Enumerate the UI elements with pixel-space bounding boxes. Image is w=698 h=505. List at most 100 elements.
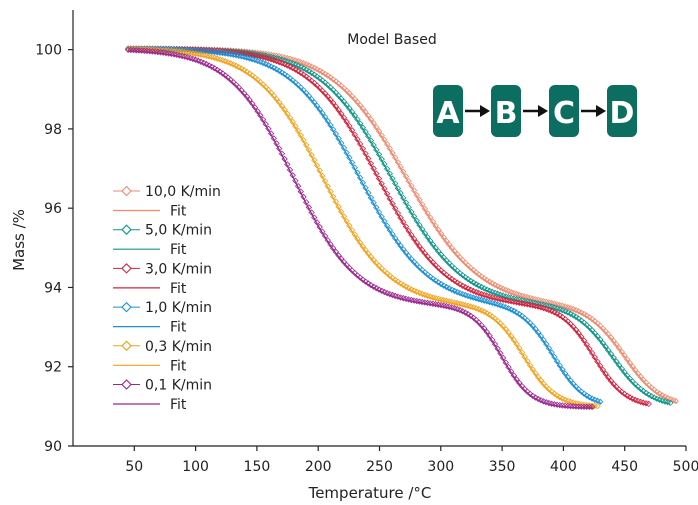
data-point	[462, 309, 469, 316]
data-point	[529, 322, 536, 330]
data-point	[621, 369, 628, 376]
data-point	[402, 199, 410, 206]
data-point	[529, 366, 536, 373]
data-point	[443, 271, 450, 279]
data-point	[367, 116, 375, 123]
scheme-label-b: B	[495, 96, 518, 131]
legend-label-10-0-k-min: 10,0 K/min	[145, 184, 221, 200]
data-point	[516, 345, 523, 352]
legend-label-5-0-k-min: 5,0 K/min	[145, 223, 212, 239]
data-point	[281, 106, 288, 113]
data-point	[392, 205, 399, 212]
data-point	[289, 118, 296, 126]
data-point	[462, 274, 469, 281]
data-point	[392, 276, 399, 284]
data-point	[392, 180, 399, 187]
data-point	[408, 182, 415, 190]
data-point	[394, 159, 402, 166]
data-point	[359, 145, 366, 152]
data-point	[316, 75, 323, 82]
data-point	[418, 201, 426, 208]
y-tick-label: 100	[35, 43, 62, 59]
data-point	[249, 72, 256, 79]
data-point	[216, 68, 224, 75]
x-axis-label: Temperature /°C	[308, 484, 432, 502]
data-point	[508, 333, 515, 340]
data-point	[607, 377, 615, 385]
scheme-arrow-head	[480, 105, 490, 117]
data-point	[472, 281, 480, 288]
data-point	[327, 241, 334, 248]
data-point	[599, 339, 607, 347]
data-point	[410, 213, 418, 220]
scheme-arrow-head	[538, 105, 548, 117]
data-point	[303, 141, 310, 149]
data-point	[548, 388, 555, 395]
data-point	[305, 92, 313, 100]
data-point	[524, 357, 531, 365]
legend-fit-label-0-3-k-min: Fit	[170, 358, 187, 374]
data-point	[346, 105, 353, 112]
y-ticks: 90 92 94 96 98 100	[35, 43, 73, 455]
data-point	[572, 403, 580, 410]
data-point	[432, 277, 439, 284]
data-point	[472, 269, 480, 276]
data-point	[359, 276, 366, 283]
y-axis-label: Mass /%	[10, 209, 28, 271]
data-point	[292, 177, 299, 184]
data-point	[443, 283, 450, 291]
data-point	[591, 354, 598, 361]
data-point	[454, 279, 461, 286]
data-point	[294, 68, 302, 75]
data-point	[626, 394, 634, 401]
data-point	[373, 204, 380, 211]
data-point	[588, 403, 596, 411]
data-point	[389, 200, 396, 207]
data-point	[597, 362, 604, 369]
data-point	[532, 325, 539, 333]
data-point	[413, 217, 420, 224]
data-point	[402, 249, 410, 256]
data-point	[278, 150, 286, 157]
data-point	[138, 47, 145, 54]
data-point	[324, 183, 331, 190]
data-point	[632, 367, 639, 374]
data-point	[402, 173, 410, 180]
data-point	[486, 332, 493, 339]
data-point	[408, 231, 415, 239]
data-point	[373, 284, 380, 292]
data-point	[319, 172, 326, 180]
data-point	[400, 246, 407, 253]
data-point	[367, 194, 375, 201]
y-tick-label: 90	[44, 439, 62, 455]
data-point	[518, 312, 526, 320]
data-point	[370, 199, 377, 206]
data-point	[394, 238, 402, 246]
data-point	[570, 312, 577, 319]
data-point	[572, 326, 580, 333]
data-point	[580, 337, 588, 344]
data-point	[445, 241, 453, 248]
data-point	[346, 122, 353, 130]
data-point	[610, 337, 617, 345]
data-point	[356, 239, 364, 246]
data-point	[502, 326, 509, 333]
data-point	[540, 336, 547, 344]
data-point	[451, 277, 458, 285]
scheme-label-d: D	[610, 96, 635, 131]
data-point	[338, 255, 345, 262]
data-point	[125, 46, 132, 54]
legend-marker-1-0-k-min	[121, 301, 132, 313]
data-point	[623, 356, 631, 363]
data-point	[238, 65, 245, 72]
data-point	[321, 177, 329, 185]
data-point	[640, 387, 647, 395]
data-point	[413, 239, 420, 246]
data-point	[383, 190, 391, 197]
data-point	[289, 172, 296, 179]
data-point	[534, 329, 542, 336]
data-point	[489, 336, 496, 344]
data-point	[367, 281, 375, 289]
data-point	[313, 73, 321, 80]
data-point	[567, 377, 574, 384]
